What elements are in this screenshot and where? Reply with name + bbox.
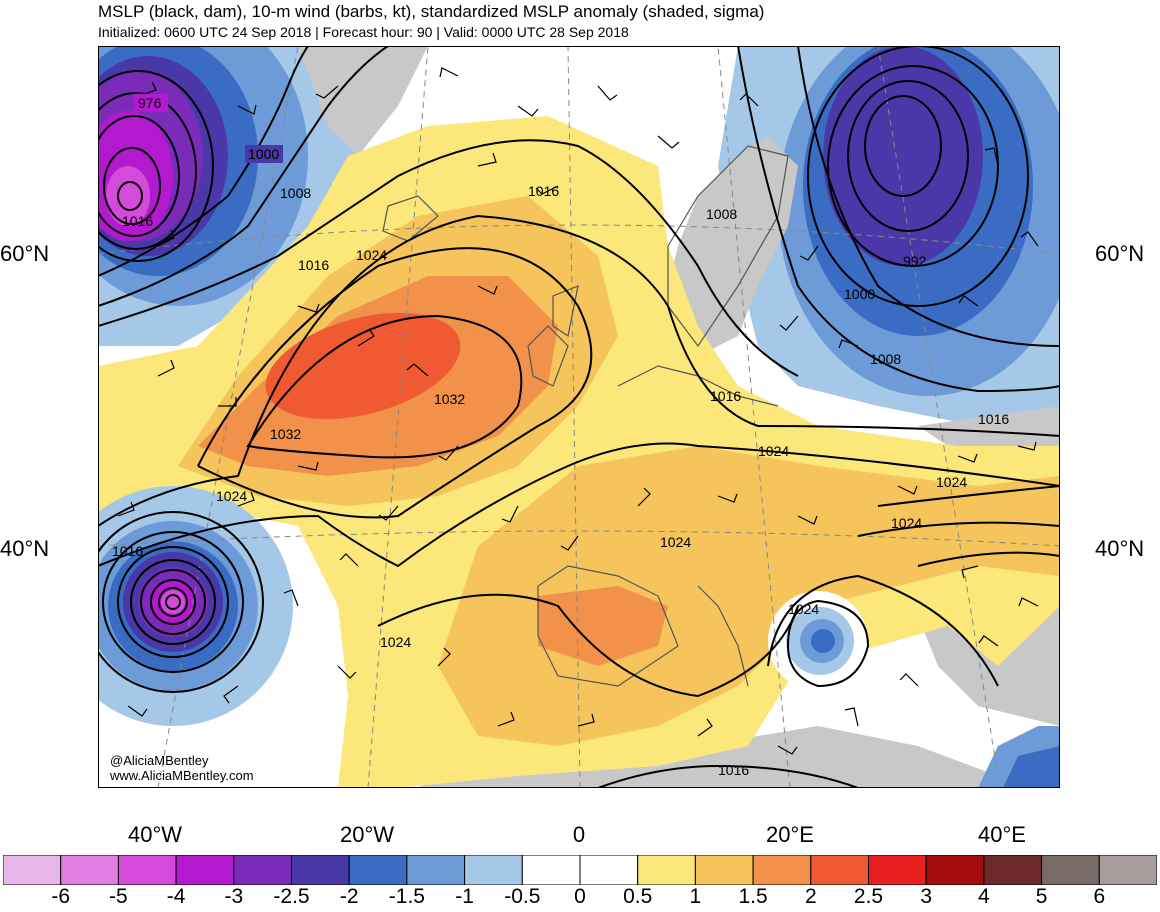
contour-label: 1016	[112, 543, 143, 559]
contour-label: 1024	[891, 515, 922, 531]
lon-label-40e: 40°E	[978, 822, 1026, 847]
contour-label: 1024	[660, 534, 691, 550]
contour-label: 1024	[758, 443, 789, 459]
contour-label: 1008	[706, 206, 737, 222]
credit-handle: @AliciaMBentley	[110, 753, 209, 768]
lon-label-20w: 20°W	[339, 822, 395, 847]
colorbar-cell	[579, 855, 639, 885]
contour-label: 1024	[936, 474, 967, 490]
contour-label: 1000	[248, 146, 279, 162]
lat-label-left-40n: 40°N	[0, 536, 50, 561]
colorbar-tick-label: 2	[804, 885, 817, 908]
contour-label: 1016	[122, 213, 153, 229]
graticule	[98, 46, 1060, 788]
colorbar-tick-label: -4	[166, 885, 186, 908]
colorbar-cell	[233, 855, 293, 885]
colorbar-cell	[868, 855, 927, 885]
colorbar-cell	[637, 855, 696, 885]
colorbar-cell	[521, 855, 581, 885]
colorbar-cell	[810, 855, 869, 885]
anomaly-se-blue-2	[1003, 746, 1060, 788]
colorbar-cell	[117, 855, 177, 885]
lat-label-right-60n: 60°N	[1095, 241, 1145, 266]
anomaly-med-low-4	[811, 629, 835, 653]
contour-label: 1008	[280, 185, 311, 201]
credit-website: www.AliciaMBentley.com	[110, 768, 254, 783]
colorbar-cell	[175, 855, 235, 885]
contour-label: 1024	[216, 488, 247, 504]
colorbar-tick-label: 0	[574, 885, 586, 908]
weather-map: 976 1000 1008 1016 1024 1032 1032 1016 1…	[98, 46, 1060, 788]
lon-label-40w: 40°W	[127, 822, 183, 847]
colorbar-cell	[752, 855, 812, 885]
colorbar-cell	[348, 855, 408, 885]
anomaly-greenland-6	[106, 166, 150, 226]
colorbar-cell	[60, 855, 119, 885]
contour-label: 1024	[380, 634, 411, 650]
anomaly-east-4	[823, 46, 983, 266]
colorbar-cell	[291, 855, 350, 885]
colorbar-tick-label: -1.5	[388, 885, 425, 908]
anomaly-lightorange-europe	[438, 446, 1060, 746]
contour-label: 992	[903, 253, 927, 269]
contour-label: 1024	[356, 247, 387, 263]
contour-labels: 976 1000 1008 1016 1024 1032 1032 1016 1…	[112, 94, 1009, 778]
contour-label: 976	[138, 95, 162, 111]
colorbar-cell	[3, 855, 62, 885]
colorbar-tick-label: 6	[1093, 885, 1106, 908]
colorbar-cell	[925, 855, 985, 885]
colorbar-tick-label: -0.5	[504, 885, 541, 908]
contour-label: 1032	[270, 426, 301, 442]
colorbar-tick-label: 5	[1035, 885, 1048, 908]
map-subtitle: Initialized: 0600 UTC 24 Sep 2018 | Fore…	[98, 24, 629, 40]
contour-label: 1016	[710, 388, 741, 404]
contour-label: 1016	[298, 257, 329, 273]
colorbar-tick-label: -2	[339, 885, 359, 908]
colorbar-tick-label: 3	[920, 885, 933, 908]
colorbar-tick-label: 1.5	[738, 885, 768, 908]
contour-label: 1032	[434, 391, 465, 407]
map-frame	[98, 46, 1060, 788]
anomaly-sw-low-7	[161, 590, 185, 614]
lon-label-0: 0	[572, 822, 586, 847]
wind-barbs	[117, 67, 1039, 755]
colorbar-tick-label: -1	[455, 885, 474, 908]
colorbar-cell	[694, 855, 754, 885]
colorbar	[3, 855, 1157, 885]
colorbar-tick-label: 0.5	[623, 885, 653, 908]
contour-label: 1000	[844, 286, 875, 302]
lat-label-right-40n: 40°N	[1095, 536, 1145, 561]
colorbar-cell	[983, 855, 1043, 885]
anomaly-orange-iberia	[538, 586, 668, 666]
contour-label: 1008	[870, 351, 901, 367]
land-greenland-gray	[298, 46, 428, 156]
colorbar-tick-label: -6	[51, 885, 71, 908]
colorbar-cell	[406, 855, 466, 885]
colorbar-cell	[1098, 855, 1157, 885]
colorbar-tick-label: 2.5	[853, 885, 884, 908]
colorbar-tick-label: -2.5	[273, 885, 310, 908]
contour-label: 1016	[978, 411, 1009, 427]
colorbar-tick-label: 4	[978, 885, 990, 908]
lat-label-left-60n: 60°N	[0, 241, 50, 266]
colorbar-tick-label: -5	[109, 885, 128, 908]
lon-label-20e: 20°E	[766, 822, 814, 847]
contour-label: 1016	[718, 762, 749, 778]
colorbar-tick-label: 1	[689, 885, 702, 908]
anomaly-redorange-core	[265, 312, 461, 420]
contour-label: 1024	[788, 601, 819, 617]
colorbar-cell	[464, 855, 523, 885]
colorbar-cell	[1041, 855, 1100, 885]
contour-label: 1016	[528, 183, 559, 199]
map-title: MSLP (black, dam), 10-m wind (barbs, kt)…	[98, 2, 765, 21]
colorbar-tick-label: -3	[224, 885, 244, 908]
land-scandinavia	[668, 136, 798, 356]
